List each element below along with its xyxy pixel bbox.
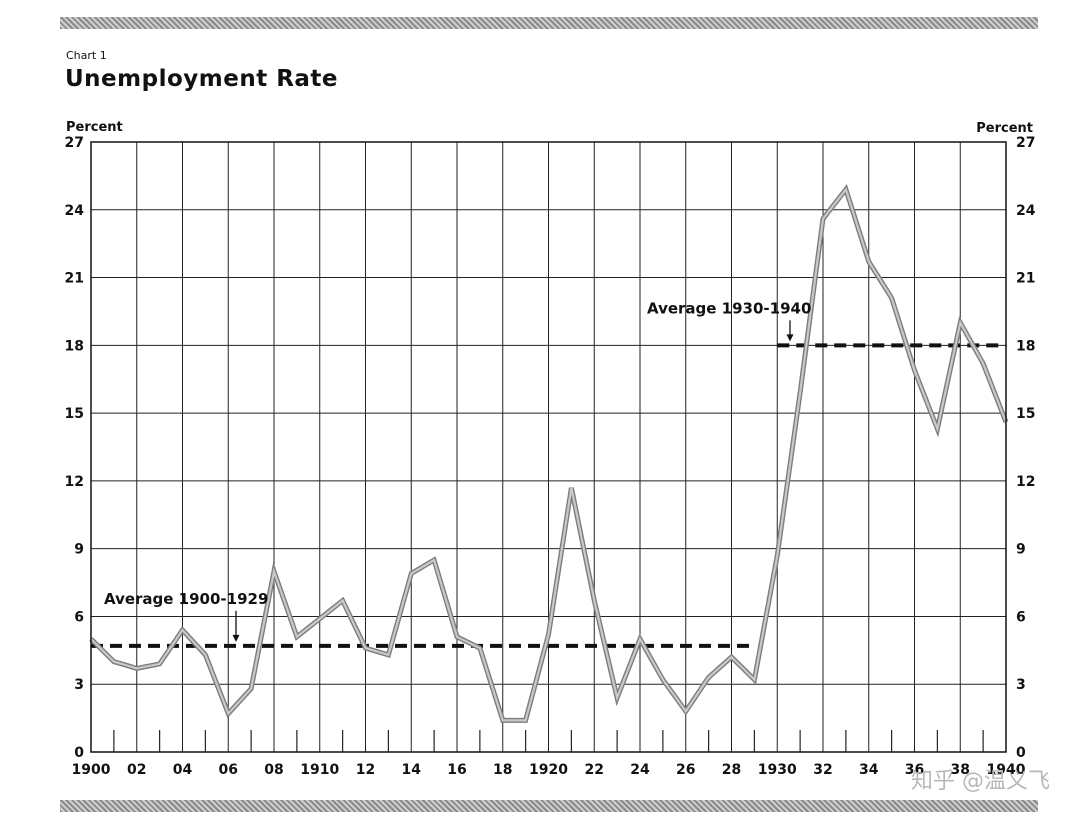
bottom-rule	[60, 800, 1038, 812]
x-tick-label: 08	[264, 762, 283, 778]
y-tick-label-left: 6	[74, 609, 84, 625]
y-tick-label-right: 24	[1016, 203, 1036, 219]
y-tick-label-left: 24	[65, 203, 85, 219]
y-axis-label-left: Percent	[66, 120, 123, 135]
x-tick-label: 1940	[987, 762, 1026, 778]
x-tick-label: 16	[447, 762, 466, 778]
average-arrowhead	[786, 334, 794, 342]
y-tick-label-left: 15	[65, 406, 84, 422]
x-tick-label: 14	[402, 762, 422, 778]
y-tick-label-left: 21	[65, 271, 84, 287]
x-tick-label: 36	[905, 762, 924, 778]
y-tick-label-right: 3	[1016, 677, 1026, 693]
y-tick-label-right: 6	[1016, 609, 1026, 625]
average-label: Average 1900-1929	[104, 590, 268, 608]
y-tick-label-right: 12	[1016, 474, 1035, 490]
x-tick-label: 28	[722, 762, 741, 778]
y-tick-label-right: 18	[1016, 338, 1035, 354]
y-axis-label-right: Percent	[976, 121, 1033, 136]
average-label: Average 1930-1940	[647, 299, 811, 317]
y-tick-label-right: 0	[1016, 745, 1026, 761]
series-line	[90, 187, 1008, 722]
y-tick-label-right: 21	[1016, 271, 1035, 287]
x-tick-label: 1920	[529, 762, 568, 778]
y-tick-label-right: 27	[1016, 135, 1035, 151]
y-tick-label-left: 3	[74, 677, 84, 693]
top-rule	[60, 17, 1038, 29]
average-arrowhead	[232, 634, 240, 642]
x-tick-label: 12	[356, 762, 375, 778]
y-tick-label-right: 9	[1016, 542, 1026, 558]
y-tick-label-left: 27	[65, 135, 84, 151]
chart-label: Chart 1	[66, 49, 107, 62]
x-tick-label: 26	[676, 762, 695, 778]
y-tick-label-left: 0	[74, 745, 84, 761]
y-tick-label-left: 18	[65, 338, 84, 354]
annotations: Average 1900-1929 Average 1930-1940	[104, 299, 811, 642]
y-tick-label-right: 15	[1016, 406, 1035, 422]
x-tick-label: 18	[493, 762, 512, 778]
watermark: 知乎 @温义飞	[911, 769, 1050, 794]
chart-title: Unemployment Rate	[65, 66, 339, 92]
x-tick-label: 32	[813, 762, 832, 778]
x-tick-label: 1930	[758, 762, 797, 778]
x-tick-label: 34	[859, 762, 879, 778]
x-tick-label: 38	[951, 762, 970, 778]
x-tick-label: 06	[219, 762, 238, 778]
x-tick-label: 04	[173, 762, 193, 778]
x-tick-label: 1910	[300, 762, 339, 778]
x-tick-label: 24	[630, 762, 650, 778]
x-tick-label: 22	[585, 762, 604, 778]
x-tick-label: 1900	[72, 762, 111, 778]
y-tick-label-left: 9	[74, 542, 84, 558]
grid	[90, 141, 1007, 753]
y-tick-label-left: 12	[65, 474, 84, 490]
x-tick-label: 02	[127, 762, 146, 778]
plot-frame	[90, 141, 1007, 753]
unemployment-series	[89, 184, 1009, 723]
